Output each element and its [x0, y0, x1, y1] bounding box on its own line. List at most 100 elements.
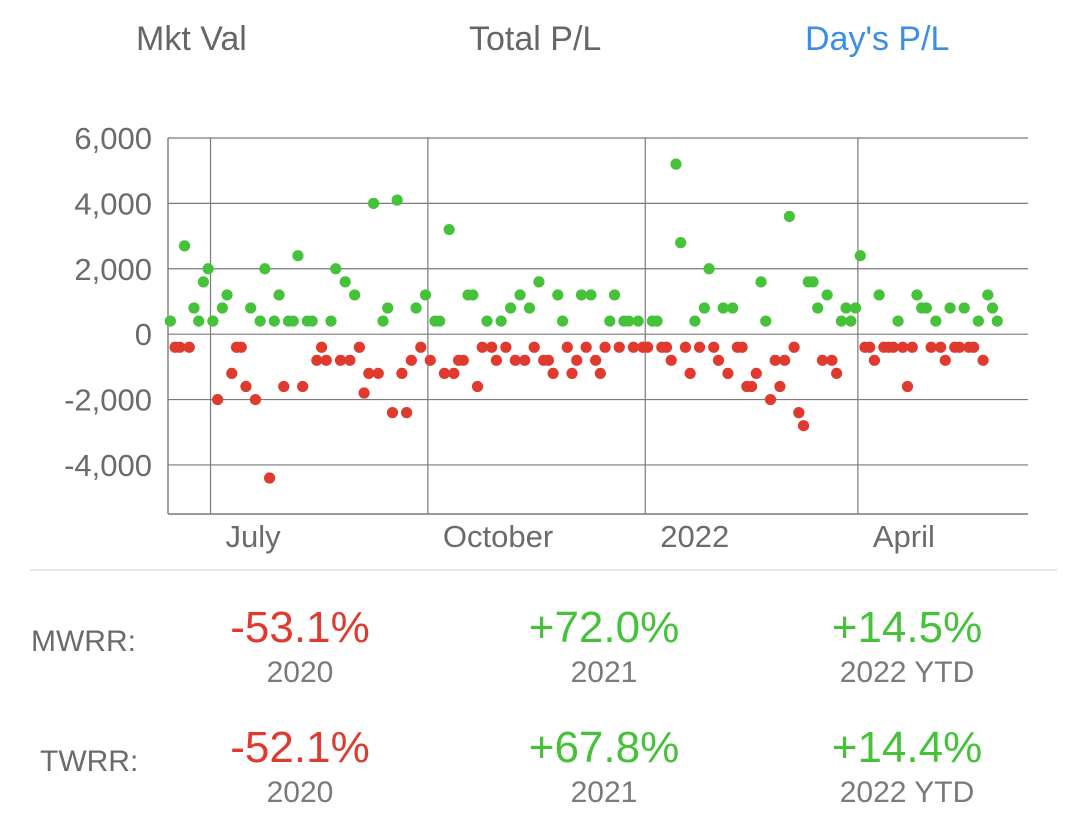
mwrr-2022-ytd-value: +14.5% — [831, 603, 983, 652]
loss-point — [457, 354, 469, 366]
loss-point — [769, 354, 781, 366]
gain-point — [434, 315, 446, 327]
gain-point — [287, 315, 299, 327]
loss-point — [590, 354, 602, 366]
gain-point — [481, 315, 493, 327]
loss-point — [486, 341, 498, 353]
loss-point — [977, 354, 989, 366]
loss-point — [660, 341, 673, 353]
loss-point — [566, 367, 578, 380]
tab-total-pl[interactable]: Total P/L — [469, 20, 602, 58]
loss-point — [679, 341, 692, 353]
gain-point — [268, 315, 280, 327]
y-tick-label: 0 — [135, 317, 152, 352]
gain-point — [807, 276, 819, 288]
gain-point — [391, 194, 403, 206]
loss-point — [925, 341, 937, 353]
y-tick-label: 2,000 — [74, 252, 152, 287]
gain-point — [202, 263, 214, 275]
loss-point — [174, 341, 186, 353]
mwrr-2022-ytd-period: 2022 YTD — [839, 656, 975, 689]
gain-point — [207, 315, 219, 327]
loss-point — [816, 354, 829, 366]
gain-point — [216, 302, 228, 314]
gain-point — [504, 302, 517, 314]
twrr-2020: -52.1% 2020 — [170, 724, 430, 810]
gain-point — [991, 315, 1003, 327]
mwrr-2020-value: -53.1% — [230, 603, 370, 652]
loss-point — [424, 354, 436, 366]
gain-point — [849, 302, 862, 314]
loss-point — [415, 341, 427, 353]
gain-point — [197, 276, 210, 288]
mwrr-2021-value: +72.0% — [528, 603, 680, 652]
gain-point — [727, 302, 739, 314]
y-tick-label: -2,000 — [64, 383, 152, 418]
twrr-2020-period: 2020 — [266, 776, 334, 809]
gain-point — [330, 263, 342, 275]
loss-point — [311, 354, 323, 366]
gain-point — [651, 315, 663, 327]
twrr-2021: +67.8% 2021 — [474, 724, 734, 810]
x-tick-label: 2022 — [660, 519, 729, 554]
loss-point — [868, 354, 881, 366]
loss-point — [183, 341, 195, 353]
loss-point — [594, 367, 606, 380]
loss-point — [372, 367, 384, 380]
loss-point — [642, 341, 654, 353]
twrr-label: TWRR: — [40, 745, 139, 778]
loss-point — [901, 380, 914, 393]
gain-point — [930, 315, 942, 327]
gain-point — [972, 315, 984, 327]
gain-point — [377, 315, 389, 327]
gain-point — [221, 289, 233, 301]
loss-point — [334, 354, 347, 366]
gain-point — [892, 315, 904, 327]
tab-mkt-val[interactable]: Mkt Val — [136, 20, 247, 58]
loss-point — [599, 341, 611, 353]
y-tick-label: 6,000 — [74, 121, 152, 156]
loss-point — [519, 354, 531, 366]
twrr-2021-value: +67.8% — [528, 723, 680, 772]
loss-point — [693, 341, 706, 353]
loss-point — [386, 407, 399, 419]
gain-point — [575, 289, 588, 301]
loss-point — [561, 341, 573, 353]
tab-days-pl[interactable]: Day's P/L — [805, 20, 950, 58]
loss-point — [547, 367, 559, 380]
gain-point — [604, 315, 616, 327]
mwrr-2022-ytd: +14.5% 2022 YTD — [777, 604, 1037, 690]
gain-point — [982, 289, 994, 301]
gain-point — [382, 302, 394, 314]
gain-point — [670, 158, 682, 170]
gain-point — [821, 289, 833, 301]
loss-point — [953, 341, 966, 353]
x-tick-label: July — [226, 519, 282, 554]
loss-point — [235, 341, 247, 353]
loss-point — [353, 341, 365, 353]
mwrr-2021: +72.0% 2021 — [474, 604, 734, 690]
mwrr-2021-period: 2021 — [570, 656, 638, 689]
gain-point — [958, 302, 970, 314]
gain-point — [254, 315, 266, 327]
twrr-2021-period: 2021 — [570, 776, 638, 809]
gain-point — [193, 315, 205, 327]
loss-point — [490, 354, 503, 366]
gain-point — [585, 289, 597, 301]
loss-point — [797, 420, 810, 432]
gain-point — [495, 315, 507, 327]
loss-point — [887, 341, 899, 353]
loss-point — [864, 341, 876, 353]
loss-point — [500, 341, 512, 353]
loss-point — [708, 341, 720, 353]
twrr-2022-ytd: +14.4% 2022 YTD — [777, 724, 1037, 810]
loss-point — [401, 407, 413, 419]
gain-point — [259, 263, 271, 275]
loss-point — [249, 393, 262, 406]
loss-point — [627, 341, 640, 353]
gain-point — [944, 302, 956, 314]
gain-point — [306, 315, 318, 327]
loss-point — [315, 341, 328, 353]
loss-point — [438, 367, 451, 380]
loss-point — [897, 341, 909, 353]
